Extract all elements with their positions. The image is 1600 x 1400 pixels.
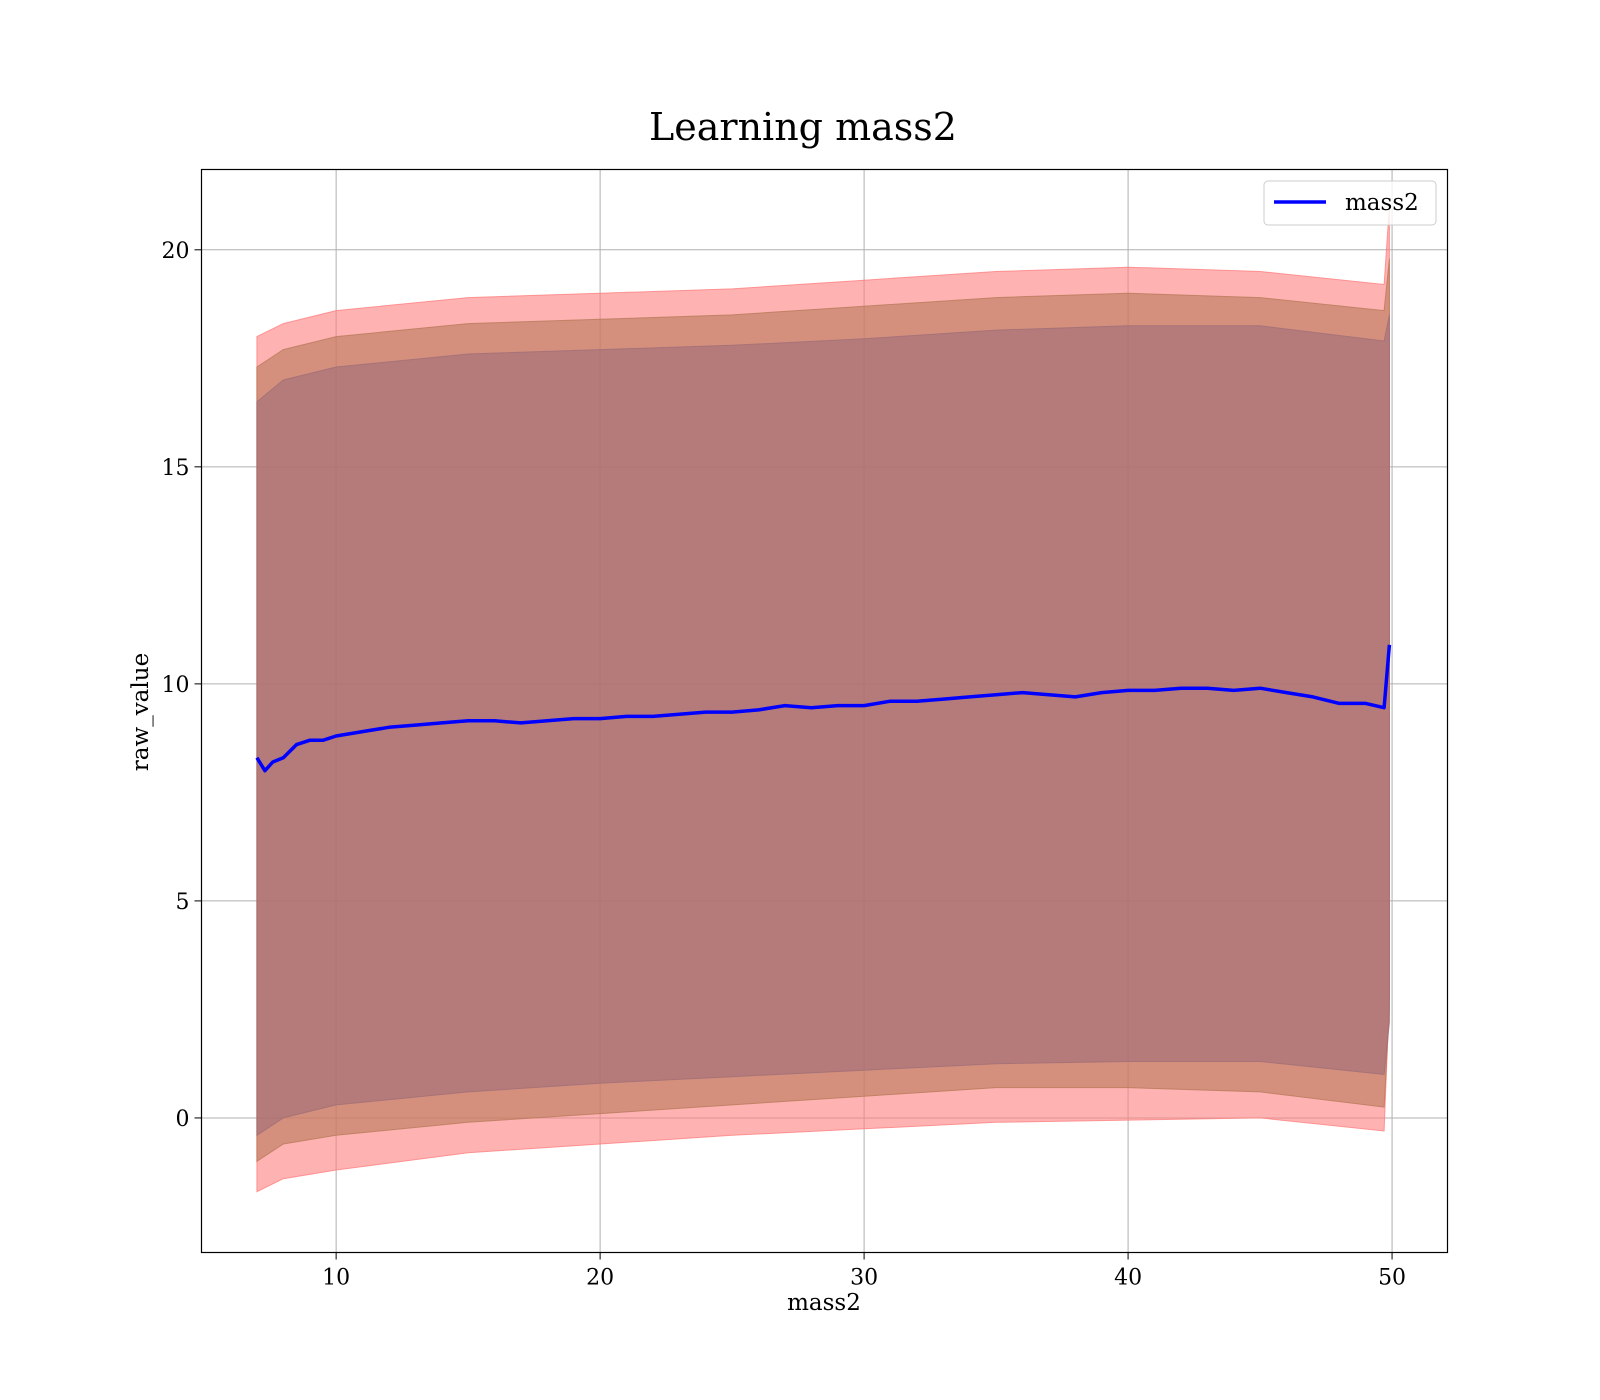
x-tick-label: 10 <box>322 1266 350 1291</box>
series-line-mass2 <box>255 644 1392 773</box>
chart-title: Learning mass2 <box>649 105 957 149</box>
series-lines <box>255 644 1392 773</box>
y-tick-label: 5 <box>176 890 190 915</box>
x-axis-label: mass2 <box>787 1290 861 1316</box>
x-tick-label: 40 <box>1114 1266 1142 1291</box>
plot-frame <box>200 168 1449 1254</box>
x-tick-label: 30 <box>850 1266 878 1291</box>
y-axis-label: raw_value <box>128 653 154 771</box>
y-tick-label: 20 <box>162 239 190 264</box>
legend-label: mass2 <box>1345 190 1419 216</box>
y-axis-ticks: 0 5 10 15 20 <box>162 239 202 1132</box>
legend-box <box>1263 180 1437 226</box>
x-tick-label: 20 <box>586 1266 614 1291</box>
x-tick-label: 50 <box>1378 1266 1406 1291</box>
x-axis-ticks: 10 20 30 40 50 <box>322 1252 1406 1291</box>
confidence-bands <box>256 206 1390 1193</box>
y-tick-label: 0 <box>176 1107 190 1132</box>
y-tick-label: 15 <box>162 456 190 481</box>
y-tick-label: 10 <box>162 673 190 698</box>
legend: mass2 <box>1263 180 1437 226</box>
band-2 <box>256 314 1390 1137</box>
